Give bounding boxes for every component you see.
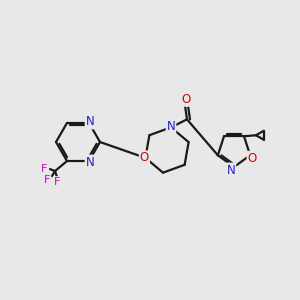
- Text: F: F: [41, 164, 47, 174]
- Text: F: F: [44, 175, 50, 185]
- Text: O: O: [182, 93, 191, 106]
- Text: N: N: [167, 120, 176, 133]
- Text: O: O: [248, 152, 257, 165]
- Text: N: N: [85, 156, 94, 169]
- Text: N: N: [226, 164, 236, 176]
- Text: O: O: [140, 152, 149, 164]
- Text: N: N: [85, 116, 94, 128]
- Text: F: F: [54, 177, 60, 187]
